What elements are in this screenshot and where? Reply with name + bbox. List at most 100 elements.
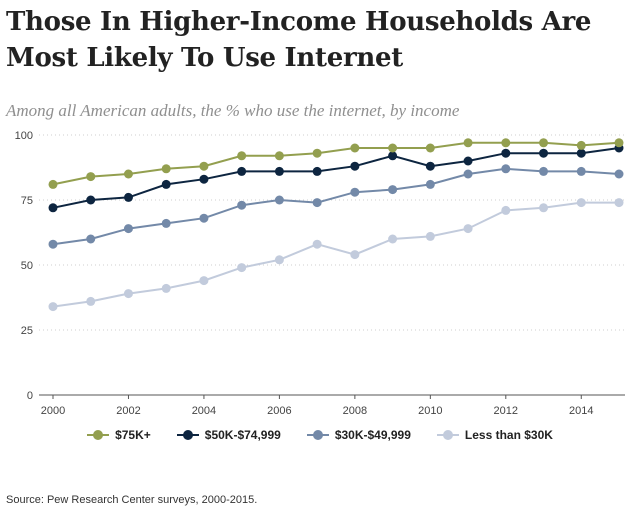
data-point — [576, 148, 586, 158]
legend: $75K+ $50K-$74,999 $30K-$49,999 Less tha… — [0, 428, 640, 442]
data-point — [576, 166, 586, 176]
data-point — [123, 169, 133, 179]
data-point — [463, 156, 473, 166]
data-point — [425, 179, 435, 189]
legend-item-under-30k: Less than $30K — [436, 428, 553, 442]
data-point — [199, 161, 209, 171]
series-line — [52, 141, 620, 186]
source-note: Source: Pew Research Center surveys, 200… — [6, 494, 258, 506]
chart-subtitle: Among all American adults, the % who use… — [6, 101, 460, 120]
x-tick-label: 2008 — [343, 405, 367, 417]
data-point — [312, 148, 322, 158]
chart-title: Those In Higher-Income Households Are Mo… — [6, 7, 592, 73]
data-point — [501, 164, 511, 174]
legend-item-30k: $30K-$49,999 — [306, 428, 411, 442]
data-point — [576, 198, 586, 208]
data-point — [237, 166, 247, 176]
legend-label-30k: $30K-$49,999 — [334, 428, 411, 442]
x-tick-label: 2012 — [494, 405, 518, 417]
x-tick-label: 2006 — [267, 405, 291, 417]
data-point — [425, 143, 435, 153]
data-point — [463, 138, 473, 148]
legend-swatch-30k — [306, 430, 329, 440]
data-point — [123, 192, 133, 202]
data-point — [274, 151, 284, 161]
data-point — [237, 263, 247, 273]
data-point — [48, 302, 58, 312]
data-point — [86, 234, 96, 244]
data-point — [614, 138, 624, 148]
data-point — [388, 151, 398, 161]
data-point — [312, 166, 322, 176]
y-tick-label: 75 — [21, 195, 33, 207]
series-line — [52, 147, 620, 209]
data-point — [48, 203, 58, 213]
legend-label-under-30k: Less than $30K — [464, 428, 553, 442]
data-point — [350, 187, 360, 197]
data-point — [539, 138, 549, 148]
data-point — [48, 239, 58, 249]
series-line — [52, 167, 620, 246]
data-point — [388, 234, 398, 244]
legend-swatch-under-30k — [436, 430, 459, 440]
data-point — [350, 250, 360, 260]
data-point — [463, 224, 473, 234]
data-point — [501, 205, 511, 215]
data-point — [425, 161, 435, 171]
data-point — [501, 138, 511, 148]
data-point — [425, 231, 435, 241]
legend-item-75k: $75K+ — [87, 428, 151, 442]
y-tick-label: 100 — [15, 130, 33, 142]
data-point — [312, 198, 322, 208]
series-75k — [48, 138, 624, 189]
y-axis-ticks: 0 25 50 75 100 — [15, 130, 33, 402]
data-point — [123, 289, 133, 299]
x-axis-ticks: 2000 2002 2004 2006 2008 2010 2012 2014 — [41, 395, 594, 417]
x-tick-label: 2014 — [569, 405, 593, 417]
data-point — [161, 179, 171, 189]
data-point — [388, 185, 398, 195]
data-point — [237, 200, 247, 210]
data-point — [539, 166, 549, 176]
x-tick-label: 2000 — [41, 405, 65, 417]
data-point — [539, 148, 549, 158]
data-point — [576, 140, 586, 150]
data-point — [463, 169, 473, 179]
legend-swatch-75k — [87, 430, 110, 440]
y-tick-label: 0 — [27, 390, 33, 402]
series-line — [52, 201, 619, 308]
y-tick-label: 25 — [21, 325, 33, 337]
series-less-than-30k — [48, 198, 624, 312]
data-point — [237, 151, 247, 161]
legend-label-50k: $50K-$74,999 — [204, 428, 281, 442]
data-point — [48, 179, 58, 189]
legend-swatch-50k — [176, 430, 199, 440]
data-point — [350, 143, 360, 153]
data-point — [86, 195, 96, 205]
legend-item-50k: $50K-$74,999 — [176, 428, 281, 442]
gridlines — [39, 134, 625, 396]
data-point — [199, 213, 209, 223]
legend-label-75k: $75K+ — [115, 428, 151, 442]
x-tick-label: 2010 — [418, 405, 442, 417]
series-50k-74-999 — [48, 143, 624, 213]
data-point — [161, 218, 171, 228]
series-30k-49-999 — [48, 164, 624, 249]
data-point — [86, 172, 96, 182]
x-tick-label: 2004 — [192, 405, 216, 417]
data-point — [123, 224, 133, 234]
data-point — [350, 161, 360, 171]
data-point — [161, 164, 171, 174]
data-point — [199, 174, 209, 184]
data-point — [274, 255, 284, 265]
data-point — [161, 283, 171, 293]
data-point — [86, 296, 96, 306]
data-point — [274, 166, 284, 176]
series-layer — [48, 138, 624, 312]
data-point — [614, 169, 624, 179]
x-tick-label: 2002 — [116, 405, 140, 417]
data-point — [274, 195, 284, 205]
data-point — [614, 198, 624, 208]
data-point — [388, 143, 398, 153]
